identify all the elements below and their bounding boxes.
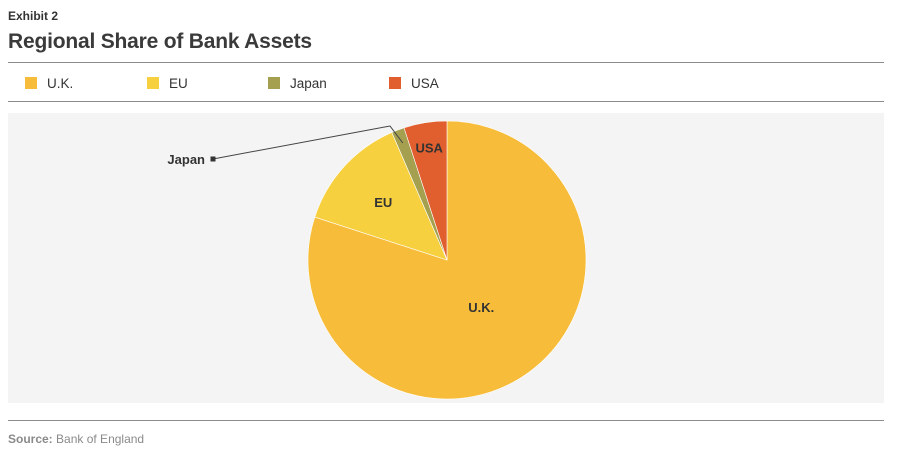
legend-item-uk: U.K. <box>8 71 73 95</box>
callout-label-japan: Japan <box>167 152 205 167</box>
pie-slice-eu <box>314 132 448 261</box>
pie-slice-usa <box>403 120 448 261</box>
divider-top <box>8 62 884 63</box>
source-label: Source: <box>8 432 53 446</box>
legend-item-usa: USA <box>372 71 439 95</box>
pie-slices <box>307 120 587 400</box>
exhibit-label: Exhibit 2 <box>8 9 59 23</box>
pie-labels: U.K. EU USA <box>374 140 494 315</box>
plot-area: U.K. EU USA Japan <box>8 113 884 403</box>
legend-swatch-usa <box>389 77 401 89</box>
legend-swatch-uk <box>25 77 37 89</box>
chart-title: Regional Share of Bank Assets <box>8 30 312 53</box>
legend-swatch-japan <box>268 77 280 89</box>
legend-label-japan: Japan <box>290 75 327 91</box>
legend-label-usa: USA <box>411 75 439 91</box>
legend-label-uk: U.K. <box>47 75 74 91</box>
divider-legend <box>8 101 884 102</box>
callout-marker <box>210 156 216 162</box>
source-note: Source: Bank of England <box>8 432 144 446</box>
legend-item-eu: EU <box>130 71 188 95</box>
callout-line <box>212 125 404 160</box>
slice-label-eu: EU <box>374 195 392 210</box>
legend-swatch-eu <box>147 77 159 89</box>
slice-label-usa: USA <box>415 140 443 155</box>
divider-bottom <box>8 420 884 421</box>
japan-callout: Japan <box>167 125 404 167</box>
source-text: Bank of England <box>56 432 145 446</box>
legend-label-eu: EU <box>169 75 188 91</box>
pie-chart: U.K. EU USA Japan <box>167 120 587 400</box>
slice-label-uk: U.K. <box>468 300 494 315</box>
legend-item-japan: Japan <box>251 71 327 95</box>
